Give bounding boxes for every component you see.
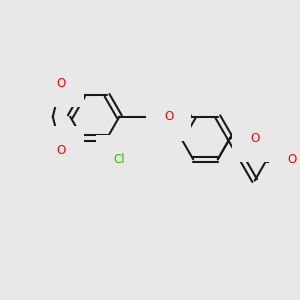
- Text: O: O: [57, 76, 66, 90]
- Text: O: O: [57, 144, 66, 157]
- Text: O: O: [287, 153, 296, 166]
- Text: Cl: Cl: [114, 153, 125, 166]
- Text: O: O: [250, 131, 259, 145]
- Text: O: O: [164, 110, 173, 123]
